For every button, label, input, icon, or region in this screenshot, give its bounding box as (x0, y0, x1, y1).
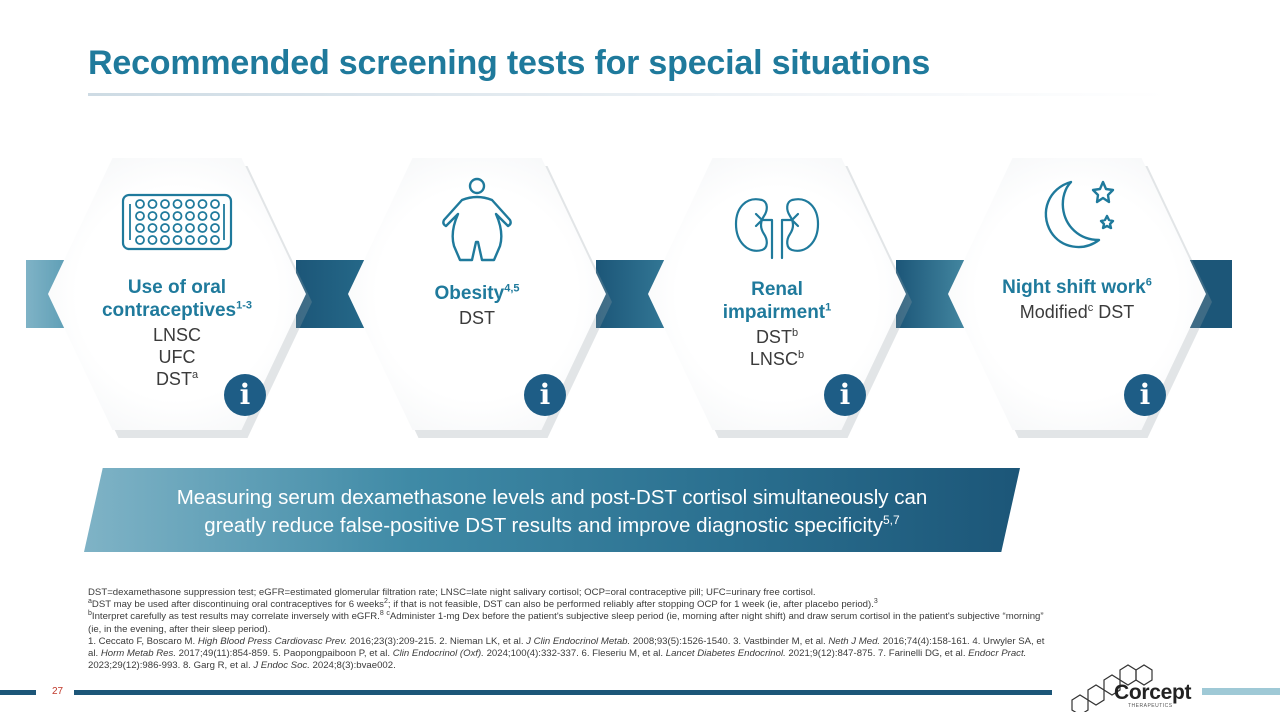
test-item: DSTa (155, 369, 199, 389)
test-item: LNSC (152, 325, 201, 345)
situation-card-renal-impairment: Renal impairment1 DSTb LNSCb i (648, 158, 912, 438)
situation-card-oral-contraceptives: Use of oral contraceptives1-3 LNSC UFC D… (48, 158, 312, 438)
footnotes: DST=dexamethasone suppression test; eGFR… (88, 587, 1056, 672)
logo-wordmark: Corcept (1114, 681, 1192, 704)
test-item: DSTb (755, 327, 799, 347)
situation-card-obesity: Obesity4,5 DST i (348, 158, 612, 438)
key-message-callout (84, 468, 1020, 552)
title-underline (88, 93, 1168, 96)
footer-rule (74, 690, 1052, 695)
situation-card-night-shift: Night shift work6 Modifiedc DST i (948, 158, 1212, 438)
test-item: LNSCb (749, 349, 805, 369)
info-button[interactable]: i (1124, 374, 1166, 416)
situation-heading: Renal impairment1 (722, 279, 832, 323)
corcept-logo-icon (1071, 664, 1153, 712)
obesity-person-icon (442, 177, 512, 262)
oral-contraceptive-pack-icon (121, 193, 233, 251)
abbreviations: DST=dexamethasone suppression test; eGFR… (88, 587, 816, 598)
info-button[interactable]: i (224, 374, 266, 416)
key-message-text: Measuring serum dexamethasone levels and… (176, 486, 928, 537)
references: 1. Ceccato F, Boscaro M. High Blood Pres… (88, 635, 1045, 672)
slide-title: Recommended screening tests for special … (88, 44, 931, 82)
info-button[interactable]: i (824, 374, 866, 416)
kidneys-icon (734, 198, 820, 260)
test-item: DST (459, 308, 495, 328)
test-list: Modifiedc DST (948, 301, 1206, 323)
test-list: DSTb LNSCb (648, 326, 906, 370)
test-list: DST (348, 307, 606, 329)
situation-heading: Obesity4,5 (434, 282, 520, 304)
footnote-b-c: bInterpret carefully as test results may… (88, 610, 1044, 635)
footnote-a: aDST may be used after discontinuing ora… (88, 598, 878, 611)
logo-tagline: THERAPEUTICS (1128, 703, 1173, 709)
test-item: Modifiedc DST (1019, 302, 1135, 322)
situation-heading: Use of oral contraceptives1-3 (101, 277, 253, 321)
test-item: UFC (158, 347, 196, 367)
moon-stars-icon (1044, 180, 1115, 249)
situation-heading: Night shift work6 (1002, 276, 1152, 298)
test-list: LNSC UFC DSTa (48, 324, 306, 390)
page-number: 27 (52, 686, 64, 697)
info-button[interactable]: i (524, 374, 566, 416)
footer-rule (0, 690, 36, 695)
footer-rule-accent (1202, 688, 1280, 695)
